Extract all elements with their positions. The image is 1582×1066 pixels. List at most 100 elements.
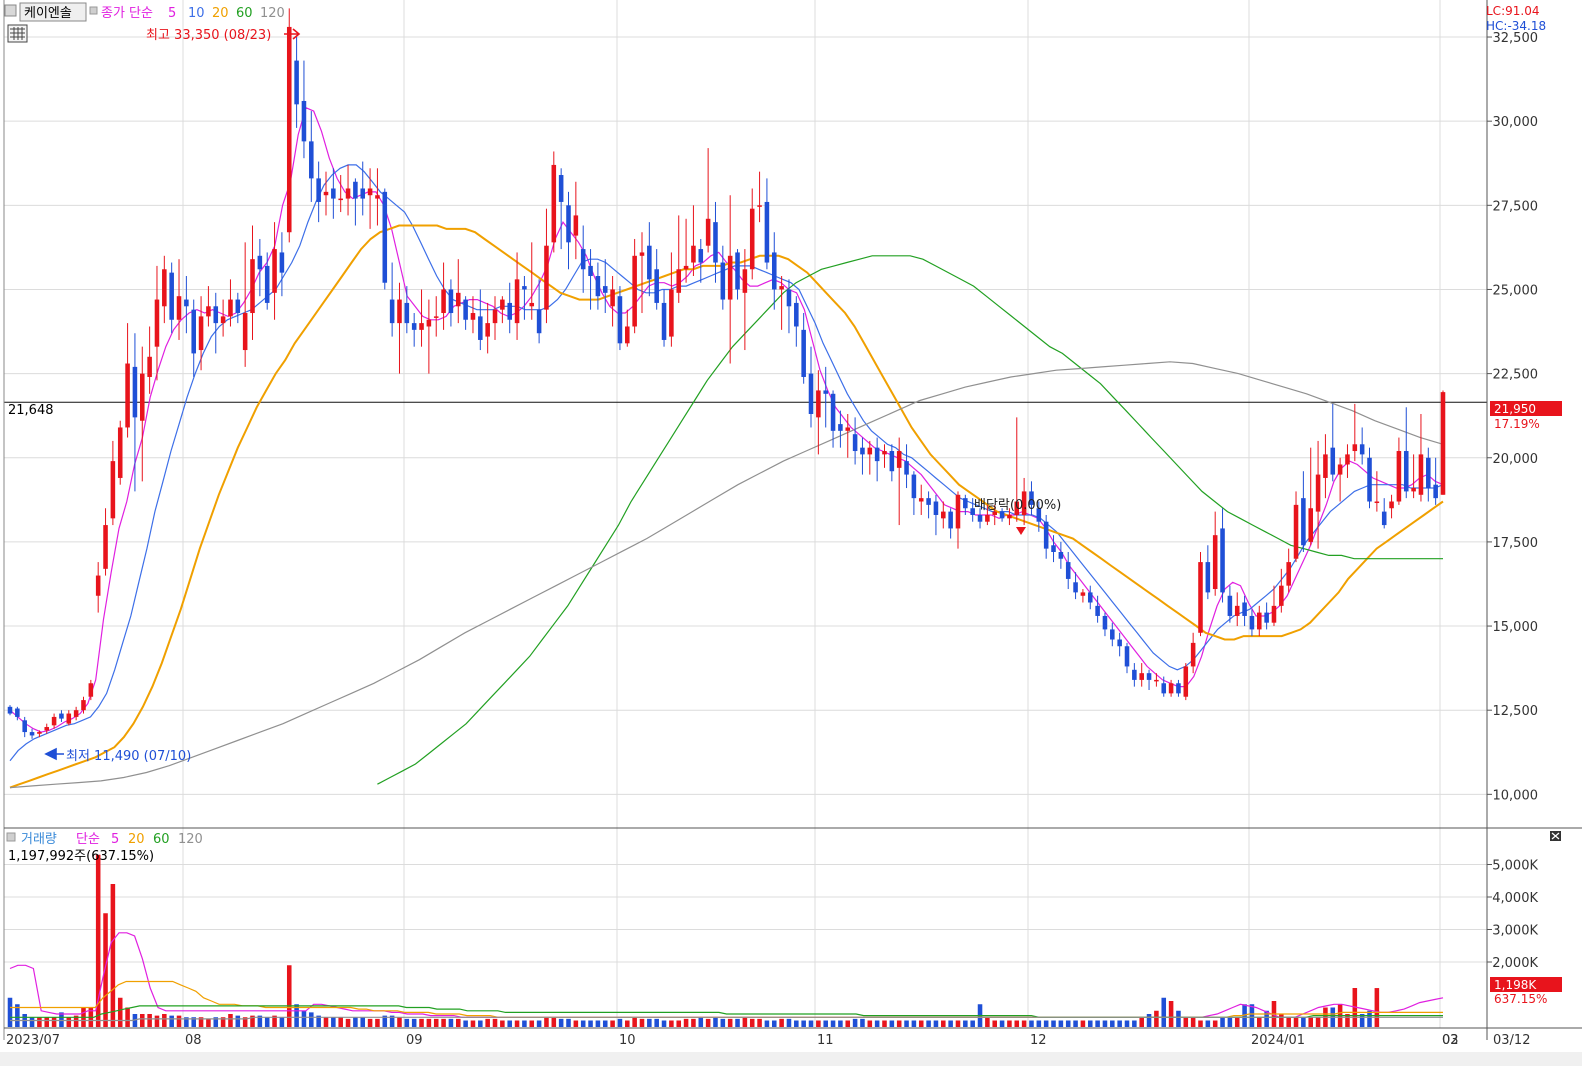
volume-bar bbox=[1080, 1020, 1086, 1027]
volume-bars bbox=[7, 854, 1380, 1027]
candle-body bbox=[1426, 457, 1431, 489]
panel-toggle-icon[interactable] bbox=[4, 4, 17, 17]
candle-body bbox=[698, 249, 704, 263]
ma-line-5 bbox=[9, 106, 1444, 733]
volume-bar bbox=[749, 1018, 755, 1027]
candle-body bbox=[889, 451, 895, 472]
volume-bar bbox=[1102, 1020, 1108, 1027]
volume-bar bbox=[250, 1015, 255, 1027]
volume-bar bbox=[1168, 1001, 1174, 1027]
candle-body bbox=[852, 434, 858, 452]
legend-ma10: 10 bbox=[188, 6, 205, 21]
volume-bar bbox=[1087, 1020, 1093, 1027]
candle-body bbox=[1124, 646, 1130, 667]
volume-bar bbox=[1205, 1020, 1211, 1027]
candle-body bbox=[514, 279, 520, 324]
volume-bar bbox=[882, 1020, 887, 1027]
price-tick-label: 22,500 bbox=[1493, 368, 1539, 383]
candle-body bbox=[345, 188, 351, 199]
volume-bar bbox=[95, 854, 101, 1027]
candle-body bbox=[911, 474, 917, 499]
volume-bar bbox=[963, 1020, 968, 1027]
volume-bar bbox=[191, 1017, 196, 1027]
volume-bar bbox=[985, 1017, 990, 1027]
candle-body bbox=[367, 188, 373, 196]
volume-bar bbox=[1286, 1017, 1291, 1027]
candle-body bbox=[999, 511, 1005, 519]
volume-bar bbox=[1374, 988, 1380, 1027]
volume-bar bbox=[794, 1020, 799, 1027]
candle-body bbox=[742, 269, 748, 293]
volume-bar bbox=[1359, 1014, 1365, 1027]
high-annotation: 최고 33,350 (08/23) bbox=[146, 28, 271, 43]
time-tick-label: 03 bbox=[1442, 1033, 1459, 1048]
volume-bar bbox=[647, 1018, 652, 1027]
volume-bar bbox=[29, 1017, 35, 1027]
current-volume: 1,197,992주(637.15%) bbox=[8, 849, 154, 864]
volume-bar bbox=[1014, 1020, 1020, 1027]
candle-body bbox=[786, 289, 792, 307]
volume-bar bbox=[1117, 1020, 1122, 1027]
candle-body bbox=[1367, 457, 1372, 502]
candle-body bbox=[492, 309, 498, 324]
volume-bar bbox=[911, 1020, 917, 1027]
volume-bar bbox=[426, 1018, 432, 1027]
volume-bar bbox=[617, 1018, 623, 1027]
legend-toggle-icon[interactable] bbox=[89, 6, 98, 15]
candle-body bbox=[1389, 501, 1394, 509]
volume-bar bbox=[948, 1020, 953, 1027]
candle-body bbox=[720, 262, 726, 300]
candle-body bbox=[1198, 562, 1203, 633]
volume-bar bbox=[566, 1018, 571, 1027]
volume-bar bbox=[110, 884, 116, 1027]
candle-body bbox=[1433, 484, 1438, 499]
candle-body bbox=[117, 427, 123, 478]
candle-body bbox=[228, 299, 233, 317]
candle-body bbox=[874, 447, 880, 462]
volume-bar bbox=[1007, 1020, 1012, 1027]
ma-line-10 bbox=[9, 164, 1444, 762]
candle-body bbox=[669, 289, 674, 337]
volume-bar bbox=[382, 1015, 388, 1027]
candle-body bbox=[463, 299, 468, 320]
candle-body bbox=[955, 494, 961, 529]
stock-name-box[interactable] bbox=[19, 2, 87, 22]
moving-average-lines bbox=[9, 106, 1444, 789]
candle-body bbox=[1161, 683, 1167, 694]
candle-body bbox=[727, 255, 733, 300]
volume-bar bbox=[588, 1020, 593, 1027]
candle-body bbox=[1381, 511, 1387, 526]
volume-bar bbox=[720, 1018, 726, 1027]
candle-body bbox=[918, 498, 924, 502]
candle-body bbox=[1043, 521, 1049, 549]
volume-bar bbox=[860, 1018, 865, 1027]
volume-bar bbox=[669, 1020, 674, 1027]
candle-body bbox=[88, 683, 94, 697]
legend-ma20: 20 bbox=[212, 6, 229, 21]
price-tick-label: 30,000 bbox=[1493, 115, 1539, 130]
bottom-scroll-strip[interactable] bbox=[0, 1052, 1582, 1066]
candle-body bbox=[279, 252, 285, 273]
candle-body bbox=[169, 272, 174, 320]
candle-body bbox=[941, 511, 946, 519]
volume-bar bbox=[705, 1018, 711, 1027]
candle-body bbox=[779, 286, 784, 290]
volume-bar bbox=[610, 1020, 615, 1027]
volume-bar bbox=[264, 1017, 270, 1027]
volume-bar bbox=[419, 1018, 424, 1027]
candle-body bbox=[441, 289, 446, 314]
candle-body bbox=[448, 289, 454, 314]
candle-body bbox=[272, 249, 277, 293]
volume-bar bbox=[816, 1020, 821, 1027]
candle-body bbox=[580, 249, 586, 270]
volume-bar bbox=[220, 1017, 226, 1027]
stock-name[interactable]: 케이엔솔 bbox=[24, 6, 72, 21]
candle-body bbox=[66, 713, 72, 724]
volume-bar bbox=[338, 1017, 343, 1027]
candle-body bbox=[22, 720, 27, 733]
volume-legend-toggle-icon[interactable] bbox=[6, 832, 16, 842]
volume-bar bbox=[1036, 1020, 1042, 1027]
candle-body bbox=[132, 366, 138, 418]
